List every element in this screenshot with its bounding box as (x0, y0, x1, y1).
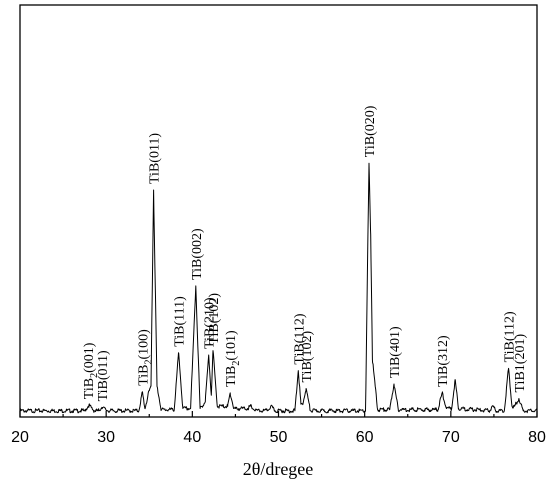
peak-label: TiB(112) (503, 311, 518, 362)
peak-label: TiB(020) (363, 105, 378, 157)
peak-labels: TiB2(001)TiB(011) TiB2(100)TiB(011)TiB(11… (82, 105, 528, 401)
peak-label: TiB(401) (388, 326, 403, 378)
peak-label: TiB1(201) (513, 334, 528, 393)
peak-label: TiB(011) (96, 350, 111, 401)
x-tick-label: 40 (183, 429, 201, 446)
x-axis-label: 2θ/dregee (243, 459, 314, 479)
peak-label: TiB2(001) (82, 342, 100, 399)
peak-label: TiB2(101) (224, 330, 242, 387)
x-tick-label: 30 (97, 429, 115, 446)
peak-label: TiB(002) (190, 228, 205, 280)
x-tick-label: 60 (356, 429, 374, 446)
peak-label: TiB(210) (203, 297, 218, 349)
x-tick-label: 70 (442, 429, 460, 446)
peak-label: TiB(312) (436, 335, 451, 387)
peak-label: TiB(102) (300, 331, 315, 383)
plot-area (19, 162, 538, 414)
peak-label: TiB(011) (148, 133, 163, 184)
x-tick-label: 50 (270, 429, 288, 446)
peak-label: TiB(102) (207, 293, 222, 345)
peak-label: TiB(112) (292, 313, 307, 364)
x-tick-label: 20 (11, 429, 29, 446)
peak-label: TiB(111) (173, 296, 188, 347)
peak-label: TiB2(100) (136, 329, 154, 386)
x-axis: 20 30 40 50 60 70 80 (11, 411, 546, 446)
xrd-pattern-line (19, 162, 538, 414)
x-tick-label: 80 (528, 429, 546, 446)
